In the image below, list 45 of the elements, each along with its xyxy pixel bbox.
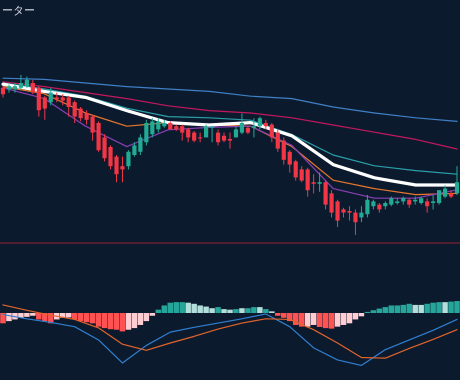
bar [233,309,239,313]
candlestick [210,126,214,143]
candlestick [102,134,107,162]
candlestick [329,190,334,218]
candlestick [454,166,460,196]
candlestick [0,86,6,98]
candlestick [323,180,328,210]
candlestick [371,199,376,210]
candlestick [442,184,448,199]
candlestick [353,208,358,236]
bar [0,313,6,324]
candlestick [138,134,142,156]
candlestick [132,142,137,158]
candlestick [120,156,125,183]
bar [239,308,245,313]
candlestick [234,126,238,138]
bar [257,307,263,313]
candlestick [198,132,202,143]
candlestick [425,198,430,214]
candlestick [377,202,382,214]
candlestick [84,110,89,126]
candlestick [90,114,95,142]
candlestick [222,132,226,143]
candlestick [437,190,442,206]
candlestick [258,116,262,130]
candlestick [252,118,256,138]
candlestick [12,82,18,94]
candlestick [335,199,340,228]
candlestick [204,124,208,138]
candlestick [407,198,412,208]
bar [442,302,448,313]
candlestick [48,87,53,106]
bar [215,307,221,313]
candlestick [240,112,244,135]
candlestick [24,76,29,88]
candlestick [365,194,370,218]
candlestick [216,128,220,146]
candlestick [318,172,322,192]
candlestick [114,154,119,183]
candlestick [18,74,23,90]
candlestick [126,150,131,170]
candlestick [108,144,113,170]
chart-title: ーター [2,4,35,17]
candlestick [359,206,364,223]
bar [263,309,269,313]
